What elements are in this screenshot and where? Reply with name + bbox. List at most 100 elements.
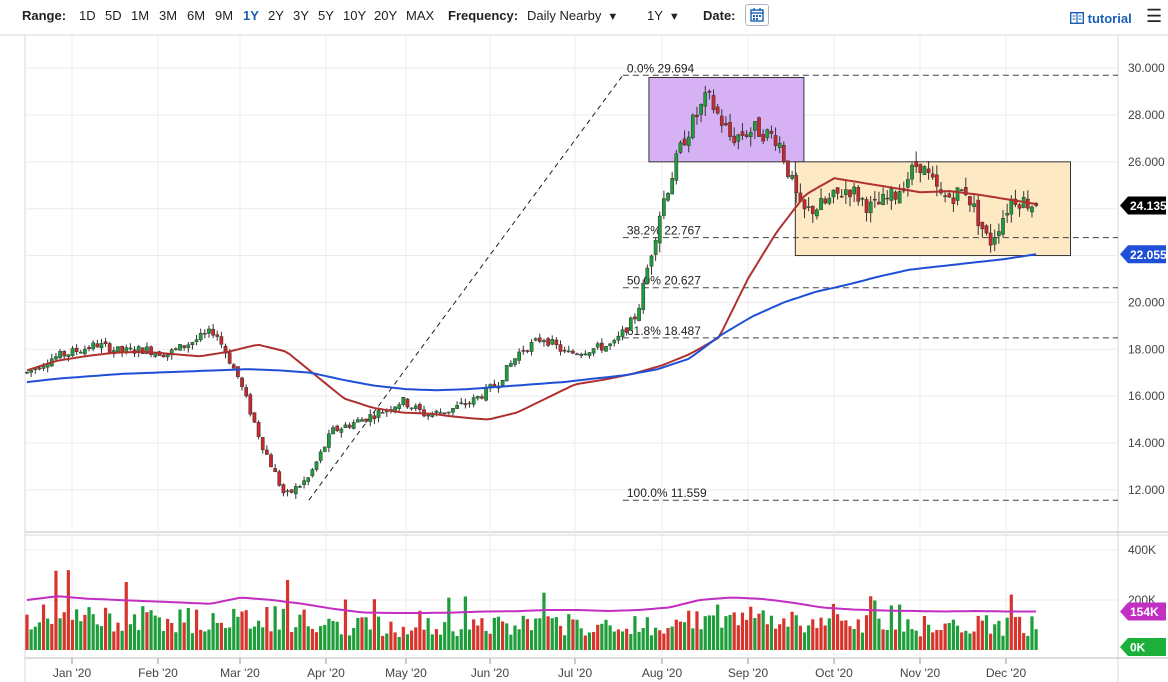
tutorial-link[interactable]: tutorial [1069,11,1132,26]
volume-bar [405,634,410,650]
period-select[interactable]: 1Y ▼ [647,8,680,23]
candle-body [790,175,794,179]
volume-bar [372,599,376,650]
toolbar: Range: 1D 5D 1M 3M 6M 9M 1Y 2Y 3Y 5Y 10Y… [0,0,1168,32]
candle-body [856,187,861,202]
candle-body [194,339,199,343]
volume-bar [331,620,335,650]
range-2y[interactable]: 2Y [268,8,284,23]
calendar-button[interactable] [745,4,769,26]
candle-body [980,221,985,230]
candle-body [269,454,273,468]
candle-body [653,239,658,255]
candle-body [947,193,952,198]
candle-body [724,123,728,126]
volume-bar [856,619,860,650]
range-10y[interactable]: 10Y [343,8,367,23]
candle-body [753,121,757,131]
range-3m[interactable]: 3M [159,8,178,23]
volume-bar [1017,616,1022,650]
volume-bar [678,621,683,650]
volume-bar [571,619,575,650]
volume-bar [778,624,782,650]
volume-bar [319,626,323,650]
candle-body [848,189,852,198]
volume-bar [170,622,174,650]
candle-body [314,461,319,470]
range-max[interactable]: MAX [406,8,435,23]
candle-body [806,206,811,208]
candle-body [670,178,675,195]
volume-bar [273,606,277,650]
volume-bar [761,610,765,650]
candle-body [972,203,976,207]
range-6m[interactable]: 6M [187,8,206,23]
candle-body [951,197,956,204]
range-5y[interactable]: 5Y [318,8,334,23]
fib-trendline [308,74,624,501]
volume-bar [302,609,306,650]
volume-bar [501,621,505,650]
candle-body [322,446,327,452]
range-5d[interactable]: 5D [105,8,122,23]
volume-bar [529,630,534,650]
volume-bar [1013,617,1018,650]
frequency-select[interactable]: Daily Nearby ▼ [527,8,618,23]
volume-bar [120,630,124,650]
volume-bar [637,631,641,650]
range-1d[interactable]: 1D [79,8,96,23]
volume-bar [798,625,802,650]
volume-bar [240,611,244,650]
volume-bar [654,627,658,650]
candle-body [914,160,919,168]
candle-body [186,344,191,349]
menu-icon[interactable]: ☰ [1146,6,1163,26]
moving-average-50 [26,177,1037,421]
candle-body [211,328,215,336]
candle-body [504,365,509,382]
volume-bar [976,615,980,650]
candle-body [839,195,844,198]
range-1y[interactable]: 1Y [243,8,259,23]
candle-body [930,173,935,178]
candle-body [517,351,521,361]
candle-body [149,346,153,355]
candle-body [145,346,149,354]
candle-body [165,354,170,358]
range-3y[interactable]: 3Y [293,8,309,23]
candle-body [600,342,604,351]
range-1m[interactable]: 1M [131,8,150,23]
tutorial-icon [1069,11,1085,25]
volume-bar [604,619,608,650]
candle-body [550,339,555,345]
candle-body [521,349,526,352]
volume-bar [835,614,840,650]
volume-bar [918,636,922,650]
volume-bar [426,618,430,650]
candle-body [418,404,422,410]
volume-bar [29,629,33,650]
candle-body [500,379,505,386]
volume-bar [964,630,968,650]
volume-bar [955,625,960,650]
volume-bar [852,628,856,650]
candle-body [968,196,972,206]
volume-bar [141,606,145,650]
volume-bar [831,603,836,650]
period-value: 1Y [647,8,663,23]
volume-bar [612,631,616,650]
volume-bar [199,629,203,650]
volume-bar [980,620,984,650]
volume-bar [75,609,79,650]
range-9m[interactable]: 9M [215,8,234,23]
volume-bar [513,625,517,650]
volume-bar [716,604,720,650]
candle-body [302,480,306,486]
candle-body [438,412,443,414]
volume-bar [906,619,910,650]
candle-body [533,338,538,341]
volume-bar [794,615,798,650]
candle-body [810,206,815,215]
range-20y[interactable]: 20Y [374,8,398,23]
